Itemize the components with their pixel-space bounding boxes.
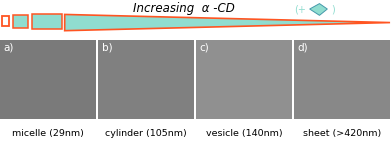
Polygon shape <box>310 4 327 15</box>
Text: Increasing  α -CD: Increasing α -CD <box>133 2 235 15</box>
Text: ): ) <box>331 4 335 14</box>
Text: sheet (>420nm): sheet (>420nm) <box>303 129 381 138</box>
Text: a): a) <box>4 43 14 53</box>
Text: (+: (+ <box>294 4 306 14</box>
Bar <box>32 14 62 29</box>
Text: c): c) <box>200 43 210 53</box>
Bar <box>2 16 9 26</box>
Text: b): b) <box>102 43 113 53</box>
Text: vesicle (140nm): vesicle (140nm) <box>206 129 282 138</box>
Text: micelle (29nm): micelle (29nm) <box>12 129 84 138</box>
Polygon shape <box>65 14 390 31</box>
Bar <box>13 15 28 28</box>
Text: d): d) <box>298 43 309 53</box>
Text: cylinder (105nm): cylinder (105nm) <box>105 129 187 138</box>
